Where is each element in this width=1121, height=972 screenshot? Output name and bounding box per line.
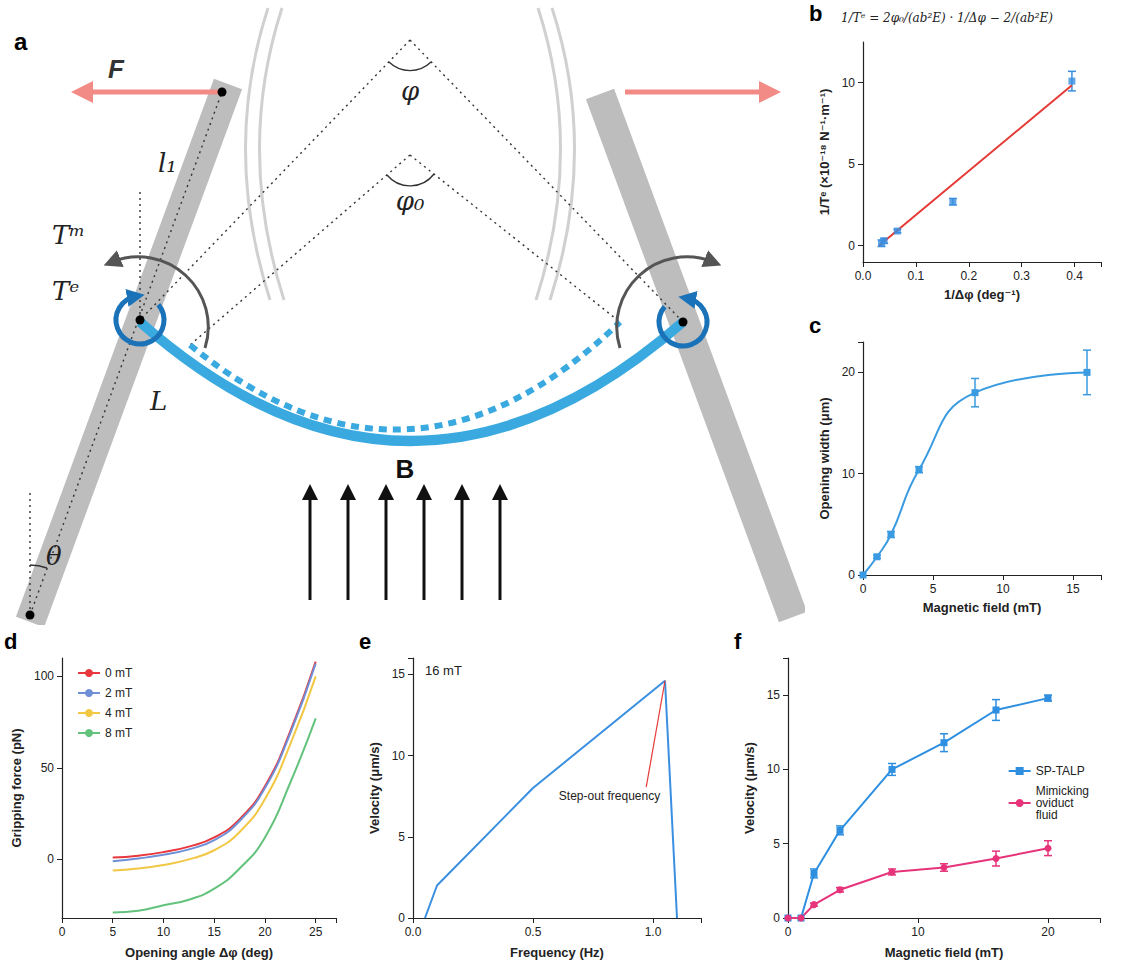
svg-text:0: 0 (848, 239, 855, 253)
svg-text:SP-TALP: SP-TALP (1036, 764, 1085, 778)
svg-text:5: 5 (773, 837, 780, 851)
svg-text:0.0: 0.0 (405, 925, 422, 939)
svg-text:0 mT: 0 mT (105, 666, 133, 680)
svg-text:Frequency (Hz): Frequency (Hz) (510, 945, 604, 960)
svg-text:0.2: 0.2 (960, 269, 977, 283)
svg-text:a: a (14, 28, 28, 55)
svg-text:16 mT: 16 mT (425, 663, 462, 678)
svg-text:4 mT: 4 mT (105, 706, 133, 720)
svg-text:10: 10 (392, 749, 406, 763)
svg-text:oviduct: oviduct (1035, 796, 1074, 810)
svg-text:Magnetic field (mT): Magnetic field (mT) (923, 600, 1041, 615)
svg-text:1/Tᵉ (×10⁻¹⁸ N⁻¹·m⁻¹): 1/Tᵉ (×10⁻¹⁸ N⁻¹·m⁻¹) (817, 89, 832, 216)
svg-text:15: 15 (392, 667, 406, 681)
svg-text:10: 10 (767, 762, 781, 776)
svg-text:d: d (4, 629, 17, 654)
svg-text:0: 0 (773, 911, 780, 925)
svg-text:25: 25 (309, 925, 323, 939)
svg-text:0.5: 0.5 (525, 925, 542, 939)
svg-text:F: F (108, 54, 125, 84)
svg-text:15: 15 (767, 688, 781, 702)
svg-text:Velocity (μm/s): Velocity (μm/s) (367, 742, 382, 834)
svg-text:10: 10 (157, 925, 171, 939)
svg-text:Gripping force (pN): Gripping force (pN) (9, 728, 24, 847)
svg-text:Opening angle Δφ (deg): Opening angle Δφ (deg) (125, 945, 273, 960)
svg-text:0: 0 (860, 582, 867, 596)
svg-text:l₁: l₁ (158, 148, 177, 178)
svg-text:Mimicking: Mimicking (1035, 784, 1089, 798)
svg-text:0.0: 0.0 (855, 269, 872, 283)
svg-text:B: B (396, 454, 415, 484)
svg-text:8 mT: 8 mT (105, 726, 133, 740)
svg-text:20: 20 (258, 925, 272, 939)
svg-text:15: 15 (1066, 582, 1080, 596)
svg-text:φ: φ (401, 76, 420, 106)
svg-text:1.0: 1.0 (645, 925, 662, 939)
svg-text:φ₀: φ₀ (396, 186, 425, 216)
svg-text:c: c (809, 313, 821, 338)
svg-text:5: 5 (848, 157, 855, 171)
svg-text:15: 15 (208, 925, 222, 939)
svg-text:0.1: 0.1 (908, 269, 925, 283)
svg-text:0: 0 (848, 568, 855, 582)
svg-text:Opening width (μm): Opening width (μm) (817, 397, 832, 519)
svg-text:50: 50 (41, 761, 55, 775)
svg-text:f: f (734, 629, 742, 654)
svg-text:θ: θ (46, 541, 62, 571)
svg-text:5: 5 (398, 830, 405, 844)
svg-text:0: 0 (398, 911, 405, 925)
svg-text:0.4: 0.4 (1066, 269, 1083, 283)
svg-text:5: 5 (109, 925, 116, 939)
svg-text:e: e (359, 629, 371, 654)
svg-text:Magnetic field (mT): Magnetic field (mT) (885, 945, 1003, 960)
svg-text:0: 0 (47, 852, 54, 866)
svg-text:0: 0 (59, 925, 66, 939)
svg-text:Tᵐ: Tᵐ (52, 220, 85, 250)
svg-text:Tᵉ: Tᵉ (52, 276, 79, 306)
svg-text:1/Δφ (deg⁻¹): 1/Δφ (deg⁻¹) (944, 287, 1020, 302)
svg-text:b: b (809, 1, 822, 26)
svg-text:1/Tᵉ = 2φ₀/(ab²E) · 1/Δφ − 2/(: 1/Tᵉ = 2φ₀/(ab²E) · 1/Δφ − 2/(ab²E) (841, 11, 1053, 25)
svg-text:Velocity (μm/s): Velocity (μm/s) (742, 742, 757, 834)
svg-text:0: 0 (785, 925, 792, 939)
svg-text:fluid: fluid (1036, 808, 1058, 822)
svg-text:10: 10 (842, 467, 856, 481)
svg-text:2 mT: 2 mT (105, 686, 133, 700)
svg-text:20: 20 (1041, 925, 1055, 939)
svg-text:5: 5 (930, 582, 937, 596)
svg-text:10: 10 (842, 76, 856, 90)
svg-text:100: 100 (34, 669, 54, 683)
svg-text:10: 10 (996, 582, 1010, 596)
svg-text:L: L (149, 386, 167, 416)
svg-text:0.3: 0.3 (1013, 269, 1030, 283)
svg-text:10: 10 (911, 925, 925, 939)
svg-text:20: 20 (842, 365, 856, 379)
svg-text:Step-out frequency: Step-out frequency (559, 789, 660, 803)
